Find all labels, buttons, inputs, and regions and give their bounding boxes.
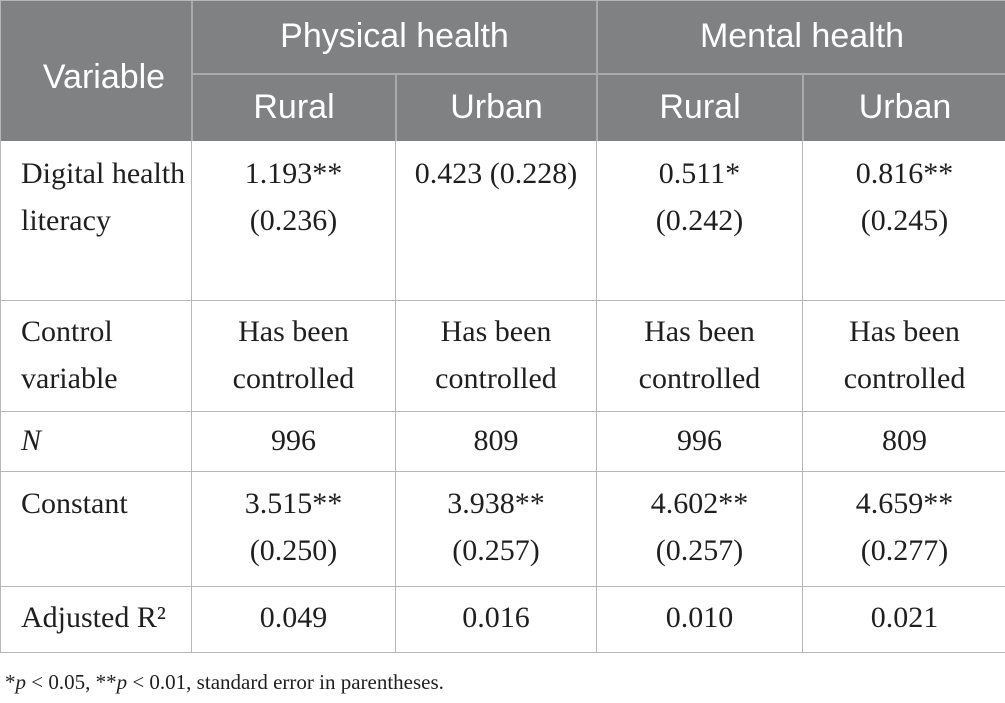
- cell-line: 0.049: [259, 601, 328, 634]
- cell-line: 0.016: [462, 601, 530, 634]
- cell-line: 0.511*: [658, 157, 741, 190]
- cell-line: 996: [271, 424, 316, 457]
- cell-physical-urban: 809: [395, 411, 596, 471]
- cell-mental-rural: Has been controlled: [596, 300, 802, 411]
- cell-physical-urban: Has been controlled: [395, 300, 596, 411]
- cell-line: (0.257): [655, 534, 744, 567]
- table-row-adjusted-r2: Adjusted R² 0.049 0.016 0.010 0.021: [1, 586, 1005, 652]
- cell-line: Has been controlled: [435, 315, 557, 395]
- row-label: N: [1, 411, 191, 471]
- cell-line: (0.242): [655, 204, 744, 237]
- table-row-control-variable: Control variable Has been controlled Has…: [1, 300, 1005, 411]
- table-footnote: *p < 0.05, **p < 0.01, standard error in…: [0, 667, 1005, 697]
- cell-line: 0.423 (0.228): [414, 157, 578, 190]
- cell-line: (0.277): [860, 534, 949, 567]
- cell-line: 4.659**: [855, 487, 954, 520]
- cell-line: (0.245): [860, 204, 949, 237]
- row-label: Constant: [1, 471, 191, 586]
- cell-mental-urban: 809: [802, 411, 1005, 471]
- cell-mental-urban: Has been controlled: [802, 300, 1005, 411]
- footnote-p-symbol: p: [15, 670, 27, 694]
- cell-line: 809: [473, 424, 519, 457]
- cell-line: 3.938**: [447, 487, 545, 520]
- cell-physical-rural: 3.515** (0.250): [191, 471, 395, 586]
- cell-mental-urban: 4.659** (0.277): [802, 471, 1005, 586]
- footnote-p-symbol: p: [116, 670, 128, 694]
- cell-line: Has been controlled: [232, 315, 355, 395]
- header-sub-row: Rural Urban Rural Urban: [1, 75, 1005, 141]
- cell-mental-rural: 0.010: [596, 586, 802, 652]
- col-header-variable: Variable: [1, 1, 191, 141]
- cell-mental-urban: 0.816** (0.245): [802, 141, 1005, 300]
- cell-line: Has been controlled: [638, 315, 761, 395]
- cell-mental-rural: 996: [596, 411, 802, 471]
- col-group-mental-health: Mental health: [596, 1, 1005, 75]
- cell-physical-rural: 996: [191, 411, 395, 471]
- subheader-mental-rural: Rural: [596, 75, 802, 141]
- table-row-constant: Constant 3.515** (0.250) 3.938** (0.257)…: [1, 471, 1005, 586]
- footnote-star: *: [5, 670, 16, 694]
- header-group-row: Variable Physical health Mental health: [1, 1, 1005, 141]
- cell-mental-urban: 0.021: [802, 586, 1005, 652]
- cell-line: 3.515**: [244, 487, 343, 520]
- row-label: Control variable: [1, 300, 191, 411]
- cell-mental-rural: 0.511* (0.242): [596, 141, 802, 300]
- cell-line: (0.250): [249, 534, 338, 567]
- cell-line: 0.816**: [855, 157, 954, 190]
- footnote-text: < 0.01, standard error in parentheses.: [127, 670, 444, 694]
- cell-line: 809: [882, 424, 927, 457]
- table-row-n: N 996 809 996 809: [1, 411, 1005, 471]
- row-label: Adjusted R²: [1, 586, 191, 652]
- table-row-digital-health-literacy: Digital health literacy 1.193** (0.236) …: [1, 141, 1005, 300]
- cell-line: 0.021: [870, 601, 939, 634]
- cell-physical-urban: 0.423 (0.228): [395, 141, 596, 300]
- subheader-physical-urban: Urban: [395, 75, 596, 141]
- subheader-mental-urban: Urban: [802, 75, 1005, 141]
- cell-physical-urban: 0.016: [395, 586, 596, 652]
- cell-line: 1.193**: [244, 157, 343, 190]
- regression-table: Variable Physical health Mental health R…: [0, 0, 1005, 653]
- footnote-text: < 0.05, **: [26, 670, 117, 694]
- row-label: Digital health literacy: [1, 141, 191, 300]
- cell-mental-rural: 4.602** (0.257): [596, 471, 802, 586]
- cell-physical-rural: 1.193** (0.236): [191, 141, 395, 300]
- cell-line: 4.602**: [650, 487, 749, 520]
- cell-physical-rural: 0.049: [191, 586, 395, 652]
- subheader-physical-rural: Rural: [191, 75, 395, 141]
- cell-line: (0.257): [452, 534, 540, 567]
- cell-line: 996: [677, 424, 722, 457]
- cell-line: Has been controlled: [843, 315, 966, 395]
- cell-line: 0.010: [665, 601, 734, 634]
- col-group-physical-health: Physical health: [191, 1, 596, 75]
- cell-physical-rural: Has been controlled: [191, 300, 395, 411]
- cell-physical-urban: 3.938** (0.257): [395, 471, 596, 586]
- cell-line: (0.236): [249, 204, 338, 237]
